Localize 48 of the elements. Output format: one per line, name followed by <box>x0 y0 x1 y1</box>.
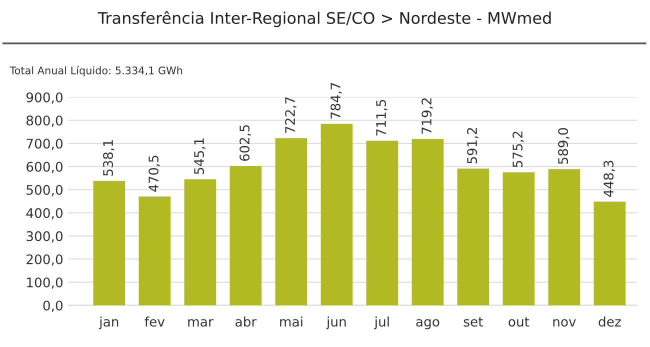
x-tick-label: jun <box>326 316 346 330</box>
bar <box>594 202 626 306</box>
x-tick-label: set <box>464 317 483 327</box>
x-tick-label: fev <box>144 316 165 327</box>
bar <box>457 168 490 306</box>
data-label: 538,1 <box>103 140 114 176</box>
data-label: 448,3 <box>604 160 615 197</box>
y-tick-label: 0,0 <box>43 300 63 312</box>
data-label: 722,7 <box>285 97 296 133</box>
y-tick-label: 800,0 <box>26 116 63 127</box>
data-label: 784,7 <box>330 83 342 119</box>
bar <box>548 169 580 306</box>
y-tick-label: 400,0 <box>26 208 63 220</box>
bar <box>502 172 535 306</box>
x-tick-label: jan <box>98 316 118 330</box>
bar <box>93 180 126 306</box>
x-tick-label: mar <box>188 319 214 327</box>
bar <box>230 166 262 306</box>
x-tick-label: mai <box>280 316 302 327</box>
x-tick-label: jul <box>374 316 389 330</box>
data-label: 575,2 <box>512 132 524 168</box>
y-tick-label: 700,0 <box>26 138 63 150</box>
data-label: 719,2 <box>422 98 433 134</box>
data-label: 545,1 <box>194 138 206 174</box>
data-label: 602,5 <box>240 125 251 161</box>
x-tick-label: out <box>508 317 530 327</box>
bar <box>275 138 308 306</box>
y-tick-label: 300,0 <box>26 231 63 243</box>
data-label: 711,5 <box>376 100 388 136</box>
data-label: 591,2 <box>467 128 478 164</box>
data-label: 470,5 <box>148 156 160 192</box>
x-tick-label: ago <box>416 319 440 330</box>
y-tick-label: 900,0 <box>26 92 63 104</box>
bar <box>412 138 444 306</box>
bar <box>184 179 216 306</box>
x-tick-label: abr <box>236 316 257 327</box>
bar <box>138 196 171 306</box>
data-label: 589,0 <box>558 128 570 164</box>
x-tick-label: nov <box>553 319 576 327</box>
bar <box>320 124 353 306</box>
chart-subtitle: Total Anual Líquido: 5.334,1 GWh <box>10 66 182 76</box>
bar <box>366 140 398 306</box>
y-tick-label: 600,0 <box>26 162 63 174</box>
x-tick-label: dez <box>598 316 621 327</box>
chart-title: Transferência Inter-Regional SE/CO > Nordeste - MWmed <box>98 11 551 28</box>
y-tick-label: 100,0 <box>27 277 63 289</box>
y-tick-label: 200,0 <box>26 254 63 266</box>
y-tick-label: 500,0 <box>26 184 63 196</box>
